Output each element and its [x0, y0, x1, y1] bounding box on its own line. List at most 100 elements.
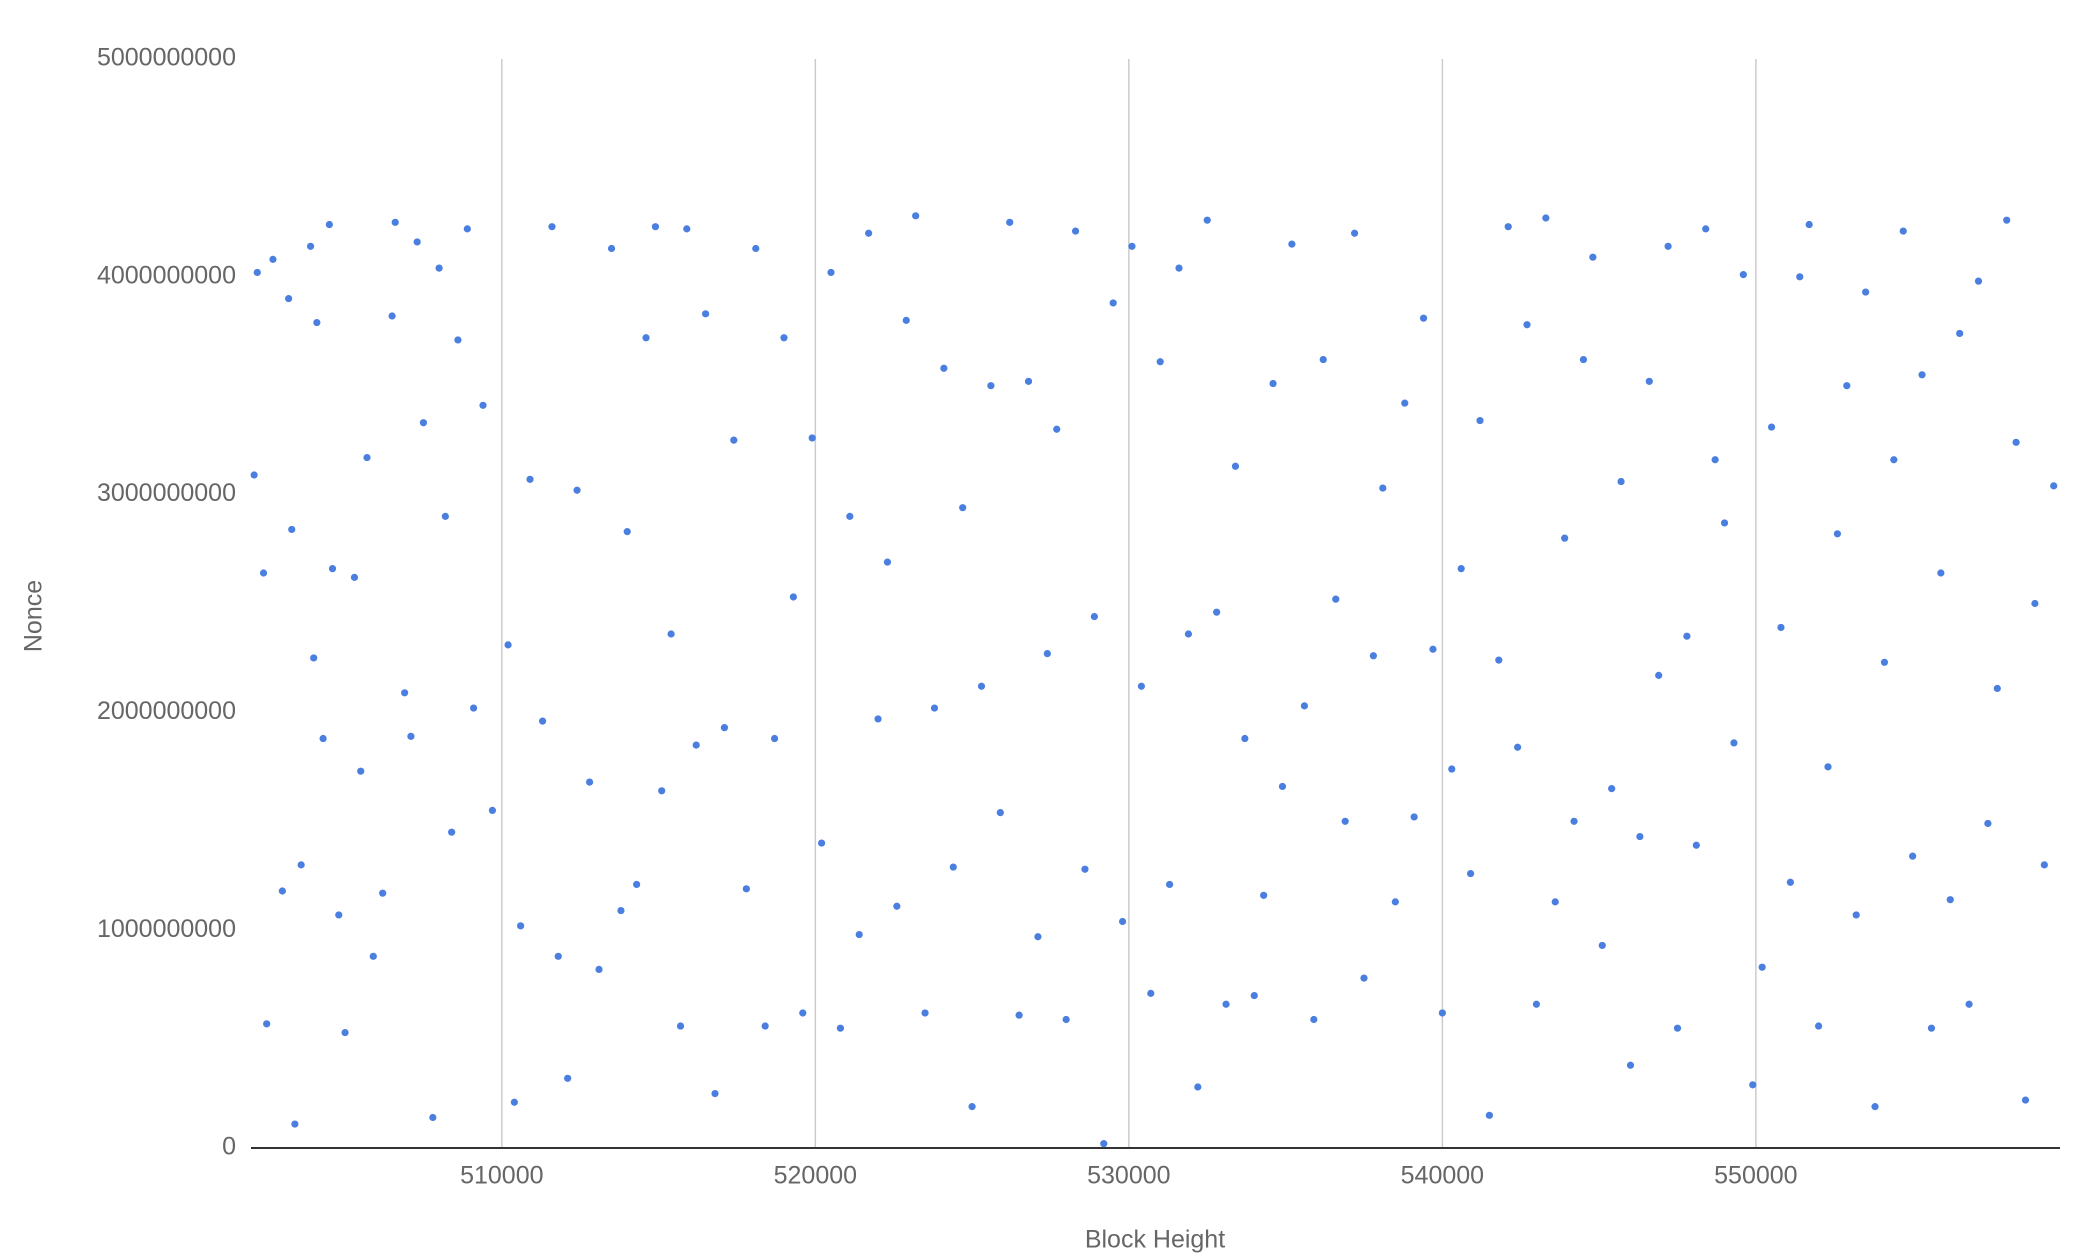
point: [1589, 253, 1597, 261]
point: [1984, 819, 1992, 828]
point: [1222, 1000, 1230, 1008]
point: [1081, 865, 1089, 873]
point: [1476, 416, 1484, 425]
point: [1673, 1024, 1682, 1032]
point: [893, 902, 901, 910]
point: [488, 806, 497, 815]
point: [1824, 763, 1832, 771]
point: [642, 334, 650, 342]
point: [855, 930, 863, 939]
x-tick-label: 520000: [774, 1162, 857, 1190]
point: [1833, 530, 1842, 538]
point: [1043, 649, 1051, 658]
point: [2021, 1096, 2030, 1104]
point: [702, 310, 710, 318]
point: [633, 880, 641, 889]
point: [1805, 220, 1813, 229]
point: [1128, 242, 1136, 250]
point: [510, 1098, 518, 1106]
point: [278, 887, 286, 895]
point: [1419, 314, 1428, 322]
point: [407, 732, 415, 740]
point: [1015, 1011, 1023, 1019]
point: [1636, 832, 1644, 841]
point: [1909, 852, 1917, 860]
point: [667, 630, 675, 638]
point: [1310, 1015, 1318, 1024]
point: [335, 911, 343, 919]
point: [1438, 1009, 1446, 1017]
point: [1561, 534, 1569, 542]
point: [1927, 1024, 1936, 1032]
point: [1429, 645, 1437, 653]
point: [1053, 425, 1061, 433]
point: [692, 741, 700, 749]
point: [977, 682, 986, 690]
point: [595, 965, 603, 974]
point: [1260, 891, 1268, 899]
point: [1843, 382, 1851, 390]
point: [1360, 974, 1368, 982]
point: [1946, 896, 1954, 904]
point: [770, 734, 779, 743]
point: [1250, 991, 1258, 1000]
point: [949, 863, 957, 871]
point: [285, 294, 293, 303]
point: [921, 1009, 929, 1017]
point: [1617, 477, 1625, 486]
point: [1166, 880, 1174, 889]
point: [1683, 632, 1691, 640]
point: [1466, 869, 1475, 878]
point: [676, 1022, 685, 1030]
point: [388, 312, 396, 320]
point: [1871, 1103, 1879, 1111]
point: [836, 1024, 845, 1032]
point: [1880, 658, 1889, 666]
point: [328, 565, 337, 573]
point: [780, 334, 788, 342]
point: [1137, 682, 1145, 690]
point: [1379, 484, 1387, 492]
point: [1485, 1111, 1493, 1119]
point: [865, 229, 873, 237]
point: [357, 767, 365, 775]
point: [1448, 765, 1456, 773]
point: [1156, 358, 1164, 366]
point: [253, 268, 261, 277]
point: [1711, 456, 1719, 464]
point: [1495, 656, 1503, 664]
x-tick-label: 540000: [1401, 1162, 1484, 1190]
point: [1213, 608, 1221, 616]
point: [401, 689, 409, 697]
point: [325, 220, 333, 229]
point: [269, 255, 277, 263]
point: [288, 525, 296, 534]
point: [651, 223, 660, 231]
point: [1532, 1000, 1541, 1008]
point: [1937, 569, 1945, 577]
point: [1203, 216, 1211, 224]
x-tick-label: 530000: [1087, 1162, 1170, 1190]
point: [1523, 321, 1531, 329]
point: [1739, 271, 1747, 279]
point: [573, 486, 581, 494]
point: [479, 401, 487, 409]
point: [1974, 277, 1983, 285]
point: [419, 419, 428, 427]
point: [711, 1089, 719, 1098]
point: [259, 569, 268, 577]
point: [554, 952, 562, 960]
point: [1551, 898, 1559, 906]
point: [250, 471, 258, 479]
point: [1786, 878, 1794, 886]
point: [1184, 630, 1193, 638]
point: [930, 704, 939, 712]
point: [1655, 671, 1663, 679]
point: [959, 504, 967, 512]
point: [987, 382, 995, 390]
x-tick-label: 510000: [460, 1162, 543, 1190]
point: [1194, 1083, 1202, 1091]
point: [1899, 227, 1907, 235]
point: [1796, 273, 1804, 281]
point: [1090, 612, 1098, 621]
